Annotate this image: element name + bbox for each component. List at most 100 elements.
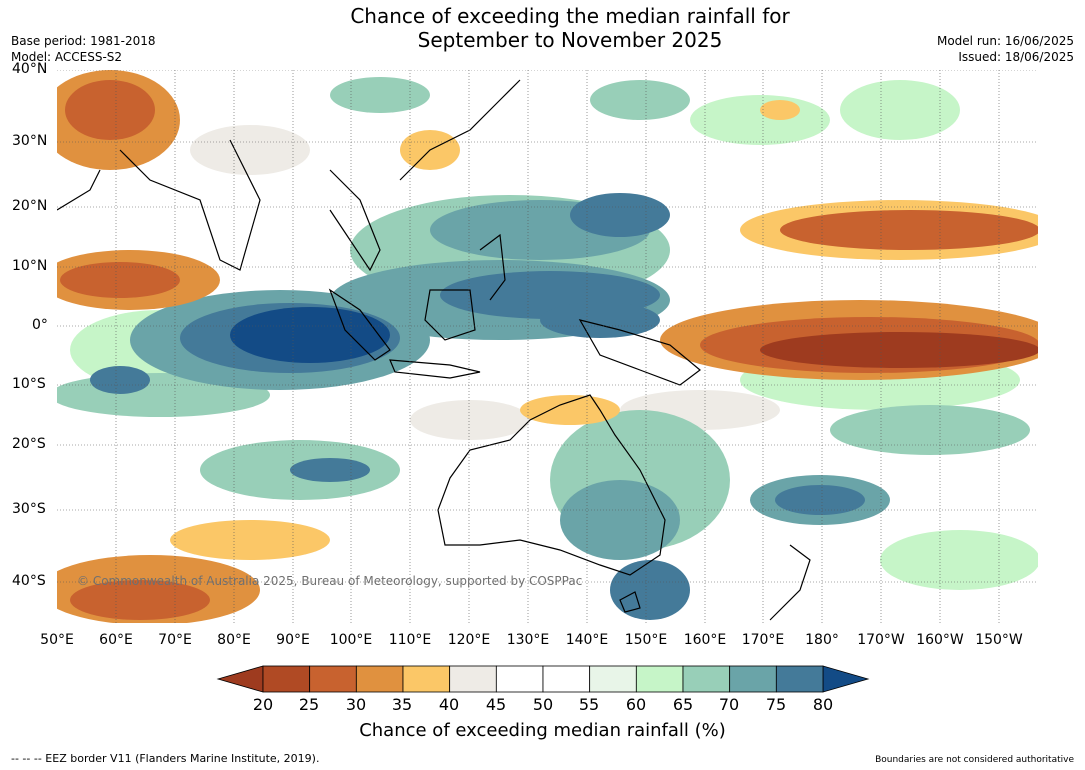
wet-anomaly-region bbox=[130, 193, 890, 620]
lon-label: 70°E bbox=[158, 632, 192, 648]
lon-label: 100°E bbox=[329, 632, 373, 648]
colorbar-tick-label: 45 bbox=[485, 695, 507, 714]
colorbar-tick-label: 50 bbox=[532, 695, 554, 714]
lon-label: 50°E bbox=[40, 632, 74, 648]
colorbar-tick-label: 35 bbox=[391, 695, 413, 714]
patch-blue bbox=[290, 458, 370, 482]
chart-title-line1: Chance of exceeding the median rainfall … bbox=[350, 4, 790, 28]
colorbar-bins bbox=[262, 665, 824, 693]
colorbar-bin bbox=[449, 665, 497, 693]
lat-label: 30°S bbox=[12, 501, 46, 517]
colorbar-extend-high bbox=[822, 665, 870, 693]
philippines-coast bbox=[479, 233, 506, 301]
dry-nw-pacific bbox=[760, 100, 800, 120]
disclaimer-text: Boundaries are not considered authoritat… bbox=[875, 755, 1074, 765]
lat-label: 40°N bbox=[12, 61, 48, 77]
patch-green bbox=[330, 77, 430, 113]
colorbar bbox=[216, 665, 870, 693]
new-zealand-coast bbox=[769, 544, 811, 621]
lon-label: 140°E bbox=[565, 632, 609, 648]
chart-title-line2: September to November 2025 bbox=[417, 28, 723, 52]
colorbar-tick-label: 25 bbox=[298, 695, 320, 714]
indochina-coast bbox=[329, 169, 381, 272]
lon-label: 130°E bbox=[506, 632, 550, 648]
wet-io-core bbox=[230, 307, 390, 363]
wet-tasman bbox=[610, 560, 690, 620]
issued-label: Issued: 18/06/2025 bbox=[958, 50, 1074, 64]
australia-coast bbox=[437, 394, 666, 576]
colorbar-tick-label: 20 bbox=[252, 695, 274, 714]
wet-sw-pacific-core bbox=[775, 485, 865, 515]
colorbar-tick-label: 55 bbox=[578, 695, 600, 714]
colorbar-bin bbox=[589, 665, 637, 693]
colorbar-tick-label: 60 bbox=[625, 695, 647, 714]
dry-anomaly-region bbox=[57, 70, 1038, 623]
colorbar-bin bbox=[729, 665, 777, 693]
colorbar-bin bbox=[682, 665, 731, 693]
chart-title: Chance of exceeding the median rainfall … bbox=[0, 4, 1085, 52]
lon-label: 160°W bbox=[916, 632, 964, 648]
colorbar-bin bbox=[309, 665, 357, 693]
meta-right: Model run: 16/06/2025 Issued: 18/06/2025 bbox=[937, 33, 1074, 65]
colorbar-bin bbox=[495, 665, 544, 693]
lon-label: 160°E bbox=[683, 632, 727, 648]
wet-aus-mid bbox=[560, 480, 680, 560]
dry-npac-core bbox=[780, 210, 1038, 250]
lon-label: 150°W bbox=[975, 632, 1023, 648]
dry-n-australia bbox=[520, 395, 620, 425]
meta-left: Base period: 1981-2018 Model: ACCESS-S2 bbox=[11, 33, 156, 65]
lat-label: 20°N bbox=[12, 198, 48, 214]
colorbar-tick-label: 30 bbox=[345, 695, 367, 714]
patch-green bbox=[830, 405, 1030, 455]
india-coast bbox=[119, 139, 261, 271]
sumatra-coast bbox=[328, 288, 391, 361]
lon-label: 170°W bbox=[857, 632, 905, 648]
colorbar-title: Chance of exceeding median rainfall (%) bbox=[359, 720, 726, 741]
patch-blue bbox=[90, 366, 150, 394]
lon-label: 170°E bbox=[741, 632, 785, 648]
lon-label: 60°E bbox=[99, 632, 133, 648]
colorbar-extend-low bbox=[216, 665, 264, 693]
lat-label: 30°N bbox=[12, 133, 48, 149]
base-period-label: Base period: 1981-2018 bbox=[11, 34, 156, 48]
new-guinea-coast bbox=[578, 319, 701, 386]
borneo-coast bbox=[424, 289, 476, 341]
china-coast bbox=[399, 79, 521, 181]
dry-southern-io-edge bbox=[170, 520, 330, 560]
colorbar-tick-label: 75 bbox=[765, 695, 787, 714]
tasmania-coast bbox=[619, 591, 641, 613]
lon-label: 120°E bbox=[447, 632, 491, 648]
colorbar-tick-label: 70 bbox=[718, 695, 740, 714]
colorbar-tick-label: 80 bbox=[812, 695, 834, 714]
lat-label: 0° bbox=[32, 317, 48, 333]
dry-eq-pac-core bbox=[760, 332, 1038, 368]
lat-label: 10°S bbox=[12, 376, 46, 392]
colorbar-bin bbox=[635, 665, 684, 693]
java-coast bbox=[389, 359, 481, 379]
field-background-patches bbox=[57, 77, 1038, 590]
patch-grey bbox=[190, 125, 310, 175]
eez-legend-note: -- -- -- EEZ border V11 (Flanders Marine… bbox=[11, 752, 320, 765]
dry-arabian-core bbox=[60, 262, 180, 298]
dry-middle-east-core bbox=[65, 80, 155, 140]
colorbar-bin bbox=[355, 665, 404, 693]
wet-png bbox=[540, 302, 660, 338]
colorbar-bin bbox=[402, 665, 451, 693]
copyright-text: © Commonwealth of Australia 2025, Bureau… bbox=[77, 574, 583, 588]
arabia-coast bbox=[57, 169, 101, 211]
colorbar-tick-label: 65 bbox=[672, 695, 694, 714]
model-run-label: Model run: 16/06/2025 bbox=[936, 34, 1074, 48]
lon-label: 150°E bbox=[624, 632, 668, 648]
patch-green bbox=[590, 80, 690, 120]
patch-grey bbox=[410, 400, 530, 440]
wet-band-inner bbox=[570, 193, 670, 237]
lat-label: 10°N bbox=[12, 258, 48, 274]
colorbar-bin bbox=[542, 665, 591, 693]
colorbar-bin bbox=[262, 665, 311, 693]
map-field bbox=[57, 70, 1038, 623]
lon-label: 180° bbox=[805, 632, 839, 648]
patch-lightgreen bbox=[690, 95, 830, 145]
patch-lightgreen bbox=[840, 80, 960, 140]
lat-label: 20°S bbox=[12, 436, 46, 452]
